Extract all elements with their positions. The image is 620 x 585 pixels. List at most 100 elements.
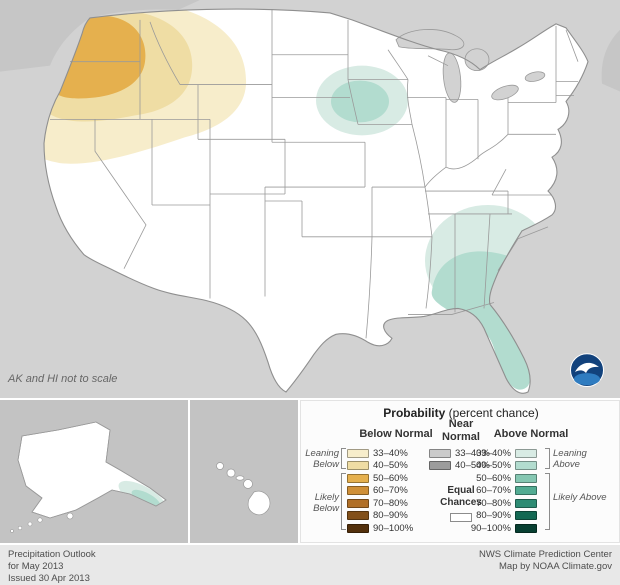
island-hawaii: [247, 490, 271, 516]
likely-above-bracket: [545, 473, 550, 530]
legend-swatch: [515, 523, 537, 533]
legend-row: 50–60%: [469, 472, 537, 485]
canada-landmass: [0, 0, 200, 72]
legend-swatch: [347, 461, 369, 471]
legend-title-main: Probability: [383, 406, 446, 420]
footer-left-text: Precipitation Outlook for May 2013 Issue…: [8, 549, 96, 585]
alaska-inset-map: [0, 400, 188, 543]
legend-row: 40–50%: [469, 460, 537, 473]
below-normal-scale: 33–40% 40–50% 50–60% 60–70% 70–80% 80–90% 90–1…: [347, 447, 413, 535]
likely-below-label: Likely Below: [313, 492, 339, 514]
legend-row-label: 60–70%: [373, 485, 408, 497]
legend-swatch: [347, 473, 369, 483]
footer-valid-period: for May 2013: [8, 560, 64, 572]
noaa-logo-bird-icon: [575, 362, 599, 374]
map-note: AK and HI not to scale: [7, 373, 117, 385]
legend-row: 60–70%: [347, 485, 413, 498]
leaning-above-label: Leaning Above: [553, 448, 587, 470]
legend-row-label: 70–80%: [373, 497, 408, 509]
legend-swatch: [347, 448, 369, 458]
legend-row-label: 33–40%: [476, 447, 511, 459]
leaning-above-bracket: [545, 448, 550, 469]
legend-row: 33–40%: [429, 447, 490, 460]
legend-row-label: 40–50%: [455, 460, 490, 472]
canada-landmass-east: [601, 29, 620, 92]
legend-row: 50–60%: [347, 472, 413, 485]
legend-swatch: [515, 486, 537, 496]
footer-right-text: NWS Climate Prediction Center Map by NOA…: [479, 549, 612, 573]
above-normal-region-iowa-40-50: [331, 80, 389, 123]
island-maui: [243, 479, 253, 489]
legend-swatch: [515, 461, 537, 471]
state-borders: [50, 8, 579, 339]
legend-row-label: 80–90%: [476, 510, 511, 522]
noaa-logo-wave: [574, 373, 600, 386]
leaning-below-bracket: [341, 448, 346, 469]
legend-row-label: 33–40%: [373, 447, 408, 459]
likely-above-label: Likely Above: [553, 492, 607, 503]
legend-swatch: [347, 486, 369, 496]
legend-row-label: 50–60%: [476, 472, 511, 484]
hawaii-panel-background: [190, 400, 298, 543]
footer-source: NWS Climate Prediction Center: [478, 549, 612, 560]
above-normal-header: Above Normal: [493, 428, 569, 440]
legend-swatch: [347, 498, 369, 508]
legend-row: 33–40%: [347, 447, 413, 460]
alaska-border: [17, 421, 167, 519]
below-normal-header: Below Normal: [359, 428, 433, 440]
noaa-logo: [570, 353, 604, 388]
lake-superior: [395, 29, 465, 51]
inset-and-legend-row: Probability (percent chance) Below Norma…: [0, 400, 620, 543]
legend-row-label: 33–40%: [455, 447, 490, 459]
legend-swatch: [347, 511, 369, 521]
footer-credit: Map by NOAA Climate.gov: [499, 560, 612, 572]
near-normal-scale: 33–40% 40–50%: [429, 447, 490, 472]
legend-row-label: 90–100%: [373, 522, 414, 534]
lake-erie: [491, 84, 519, 101]
legend-swatch: [429, 448, 451, 458]
above-normal-scale: 33–40% 40–50% 50–60% 60–70% 70–80% 80–90% 90–1…: [469, 447, 537, 535]
near-normal-header: Near Normal: [442, 418, 480, 443]
footer-bar: Precipitation Outlook for May 2013 Issue…: [0, 545, 620, 585]
legend-row-label: 40–50%: [373, 460, 408, 472]
us-border: [43, 8, 589, 394]
legend-swatch: [515, 498, 537, 508]
legend-swatch: [515, 448, 537, 458]
alaska-probability-shading: [118, 480, 166, 512]
footer-product-title: Precipitation Outlook: [8, 549, 96, 560]
legend-row-label: 60–70%: [476, 485, 511, 497]
leaning-below-label: Leaning Below: [305, 448, 339, 470]
legend-row: 33–40%: [469, 447, 537, 460]
legend-row: 80–90%: [347, 510, 413, 523]
legend-title: Probability (percent chance): [341, 406, 581, 420]
legend-row-label: 90–100%: [470, 522, 511, 534]
legend-row: 90–100%: [469, 522, 537, 535]
legend-row-label: 80–90%: [373, 510, 408, 522]
legend-swatch: [515, 473, 537, 483]
legend-swatch: [429, 461, 451, 471]
legend-row: 70–80%: [469, 497, 537, 510]
island-molokai: [235, 475, 245, 481]
hawaii-inset-map: [190, 400, 298, 543]
legend-row: 60–70%: [469, 485, 537, 498]
legend-row: 70–80%: [347, 497, 413, 510]
legend-row-label: 50–60%: [373, 472, 408, 484]
lake-huron: [464, 48, 490, 72]
legend-swatch: [515, 511, 537, 521]
legend-row: 40–50%: [429, 460, 490, 473]
equal-chances-label: Equal Chances: [440, 485, 482, 508]
likely-below-bracket: [341, 473, 346, 530]
island-oahu: [226, 468, 236, 478]
lake-ontario: [524, 71, 546, 82]
legend-row-label: 40–50%: [476, 460, 511, 472]
legend-title-note: (percent chance): [448, 406, 539, 420]
legend-row: 80–90%: [469, 510, 537, 523]
above-normal-region-alaska-40-50: [131, 489, 161, 509]
legend-panel: Probability (percent chance) Below Norma…: [300, 400, 620, 543]
island-kauai: [216, 462, 224, 470]
hawaiian-islands: [216, 462, 271, 516]
footer-issued-date: Issued 30 Apr 2013: [8, 572, 90, 584]
legend-row: 40–50%: [347, 460, 413, 473]
us-map: AK and HI not to scale: [0, 0, 620, 398]
